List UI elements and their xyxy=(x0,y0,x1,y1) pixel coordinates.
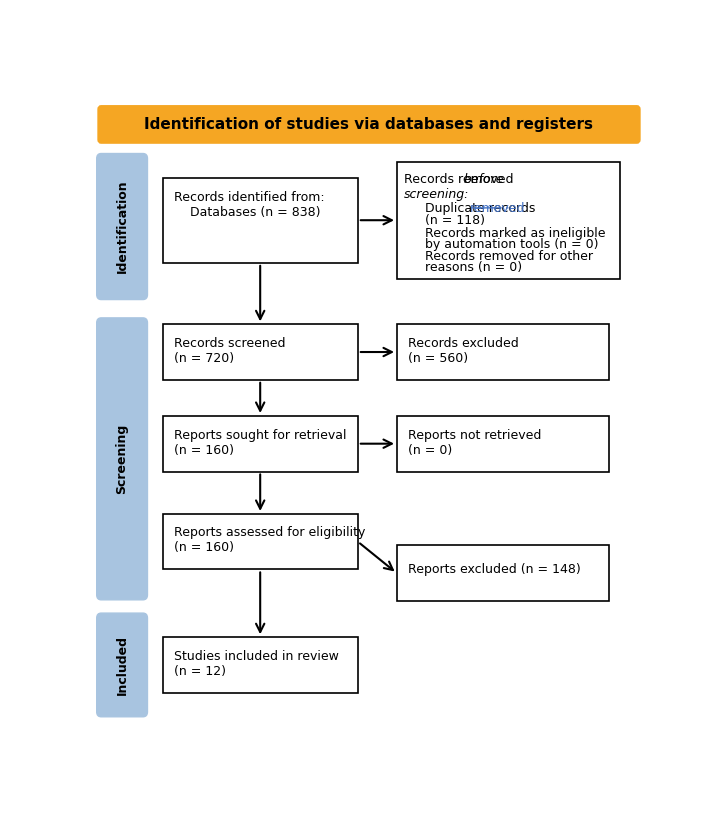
Text: Reports excluded (n = 148): Reports excluded (n = 148) xyxy=(408,563,581,576)
FancyBboxPatch shape xyxy=(397,545,609,601)
Text: Records excluded
(n = 560): Records excluded (n = 560) xyxy=(408,337,519,365)
Text: Reports sought for retrieval
(n = 160): Reports sought for retrieval (n = 160) xyxy=(174,429,346,456)
Text: screening:: screening: xyxy=(404,188,469,200)
Text: Included: Included xyxy=(116,635,129,695)
Text: (n = 118): (n = 118) xyxy=(409,214,485,227)
Text: Identification: Identification xyxy=(116,180,129,273)
FancyBboxPatch shape xyxy=(397,416,609,471)
Text: Duplicate records: Duplicate records xyxy=(409,202,539,215)
FancyBboxPatch shape xyxy=(96,154,148,300)
FancyBboxPatch shape xyxy=(397,162,620,278)
Text: Records marked as ineligible: Records marked as ineligible xyxy=(409,227,606,240)
FancyBboxPatch shape xyxy=(96,318,148,600)
Text: Records identified from:
    Databases (n = 838): Records identified from: Databases (n = … xyxy=(174,191,324,219)
FancyBboxPatch shape xyxy=(99,106,639,143)
Text: Screening: Screening xyxy=(116,424,129,494)
FancyBboxPatch shape xyxy=(96,613,148,717)
Text: Identification of studies via databases and registers: Identification of studies via databases … xyxy=(145,117,593,132)
Text: Records removed: Records removed xyxy=(404,173,517,186)
FancyBboxPatch shape xyxy=(163,324,358,380)
Text: by automation tools (n = 0): by automation tools (n = 0) xyxy=(409,238,598,251)
FancyBboxPatch shape xyxy=(163,514,358,570)
Text: Records removed for other: Records removed for other xyxy=(409,250,593,263)
Text: Reports not retrieved
(n = 0): Reports not retrieved (n = 0) xyxy=(408,429,541,456)
Text: reasons (n = 0): reasons (n = 0) xyxy=(409,261,522,274)
FancyBboxPatch shape xyxy=(163,637,358,693)
Text: removed: removed xyxy=(469,202,525,215)
FancyBboxPatch shape xyxy=(397,324,609,380)
FancyBboxPatch shape xyxy=(163,416,358,471)
Text: Records screened
(n = 720): Records screened (n = 720) xyxy=(174,337,285,365)
Text: Studies included in review
(n = 12): Studies included in review (n = 12) xyxy=(174,649,338,678)
Text: Reports assessed for eligibility
(n = 160): Reports assessed for eligibility (n = 16… xyxy=(174,526,365,554)
Text: before: before xyxy=(464,173,504,186)
FancyBboxPatch shape xyxy=(163,177,358,263)
